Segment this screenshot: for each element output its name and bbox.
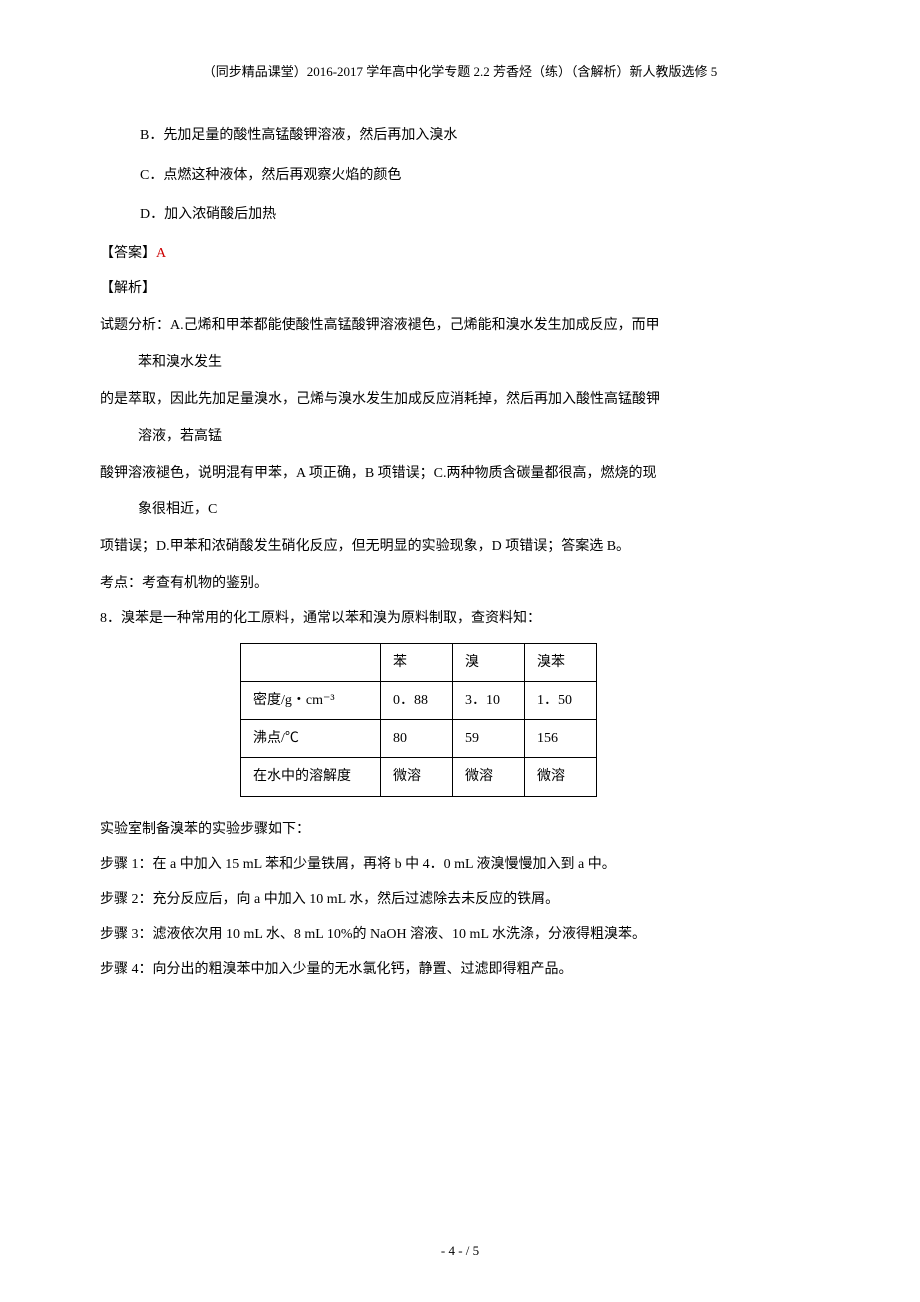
row-solubility-c2: 微溶	[453, 758, 525, 796]
row-density-c1: 0．88	[381, 682, 453, 720]
table-row: 沸点/℃ 80 59 156	[241, 720, 597, 758]
row-density-c3: 1．50	[525, 682, 597, 720]
analysis-line1: 试题分析：A.己烯和甲苯都能使酸性高锰酸钾溶液褪色，己烯能和溴水发生加成反应，而…	[100, 311, 820, 342]
table-header-benzene: 苯	[381, 643, 453, 681]
step-1: 步骤 1：在 a 中加入 15 mL 苯和少量铁屑，再将 b 中 4．0 mL …	[100, 852, 820, 877]
analysis-line5: 考点：考查有机物的鉴别。	[100, 569, 820, 600]
table-row: 在水中的溶解度 微溶 微溶 微溶	[241, 758, 597, 796]
analysis-line3-cont: 象很相近，C	[138, 495, 820, 526]
data-table: 苯 溴 溴苯 密度/g・cm⁻³ 0．88 3．10 1．50 沸点/℃ 80 …	[240, 643, 597, 797]
row-solubility-c3: 微溶	[525, 758, 597, 796]
table-header-row: 苯 溴 溴苯	[241, 643, 597, 681]
answer-section: 【答案】A	[100, 241, 820, 266]
analysis-line2: 的是萃取，因此先加足量溴水，己烯与溴水发生加成反应消耗掉，然后再加入酸性高锰酸钾	[100, 385, 820, 416]
analysis-line2-cont: 溶液，若高锰	[138, 422, 820, 453]
row-density-label: 密度/g・cm⁻³	[241, 682, 381, 720]
table-header-bromine: 溴	[453, 643, 525, 681]
row-bp-c2: 59	[453, 720, 525, 758]
row-bp-c3: 156	[525, 720, 597, 758]
steps-intro: 实验室制备溴苯的实验步骤如下：	[100, 817, 820, 842]
row-solubility-label: 在水中的溶解度	[241, 758, 381, 796]
step-4: 步骤 4：向分出的粗溴苯中加入少量的无水氯化钙，静置、过滤即得粗产品。	[100, 957, 820, 982]
row-solubility-c1: 微溶	[381, 758, 453, 796]
step-3: 步骤 3：滤液依次用 10 mL 水、8 mL 10%的 NaOH 溶液、10 …	[100, 922, 820, 947]
question-8-text: 8．溴苯是一种常用的化工原料，通常以苯和溴为原料制取，查资料知：	[100, 606, 820, 631]
page-number: - 4 - / 5	[0, 1239, 920, 1262]
row-density-c2: 3．10	[453, 682, 525, 720]
step-2: 步骤 2：充分反应后，向 a 中加入 10 mL 水，然后过滤除去未反应的铁屑。	[100, 887, 820, 912]
answer-label-text: 【答案】	[100, 246, 156, 261]
table-header-bromobenzene: 溴苯	[525, 643, 597, 681]
analysis-line1-cont: 苯和溴水发生	[138, 348, 820, 379]
analysis-line3: 酸钾溶液褪色，说明混有甲苯，A 项正确，B 项错误；C.两种物质含碳量都很高，燃…	[100, 459, 820, 490]
analysis-label: 【解析】	[100, 276, 820, 301]
option-d: D．加入浓硝酸后加热	[140, 202, 820, 227]
page-header: （同步精品课堂）2016-2017 学年高中化学专题 2.2 芳香烃（练）（含解…	[100, 60, 820, 83]
option-b: B．先加足量的酸性高锰酸钾溶液，然后再加入溴水	[140, 123, 820, 148]
answer-value: A	[156, 246, 166, 261]
option-c: C．点燃这种液体，然后再观察火焰的颜色	[140, 163, 820, 188]
row-bp-label: 沸点/℃	[241, 720, 381, 758]
row-bp-c1: 80	[381, 720, 453, 758]
analysis-line4: 项错误；D.甲苯和浓硝酸发生硝化反应，但无明显的实验现象，D 项错误；答案选 B…	[100, 532, 820, 563]
table-row: 密度/g・cm⁻³ 0．88 3．10 1．50	[241, 682, 597, 720]
table-header-empty	[241, 643, 381, 681]
